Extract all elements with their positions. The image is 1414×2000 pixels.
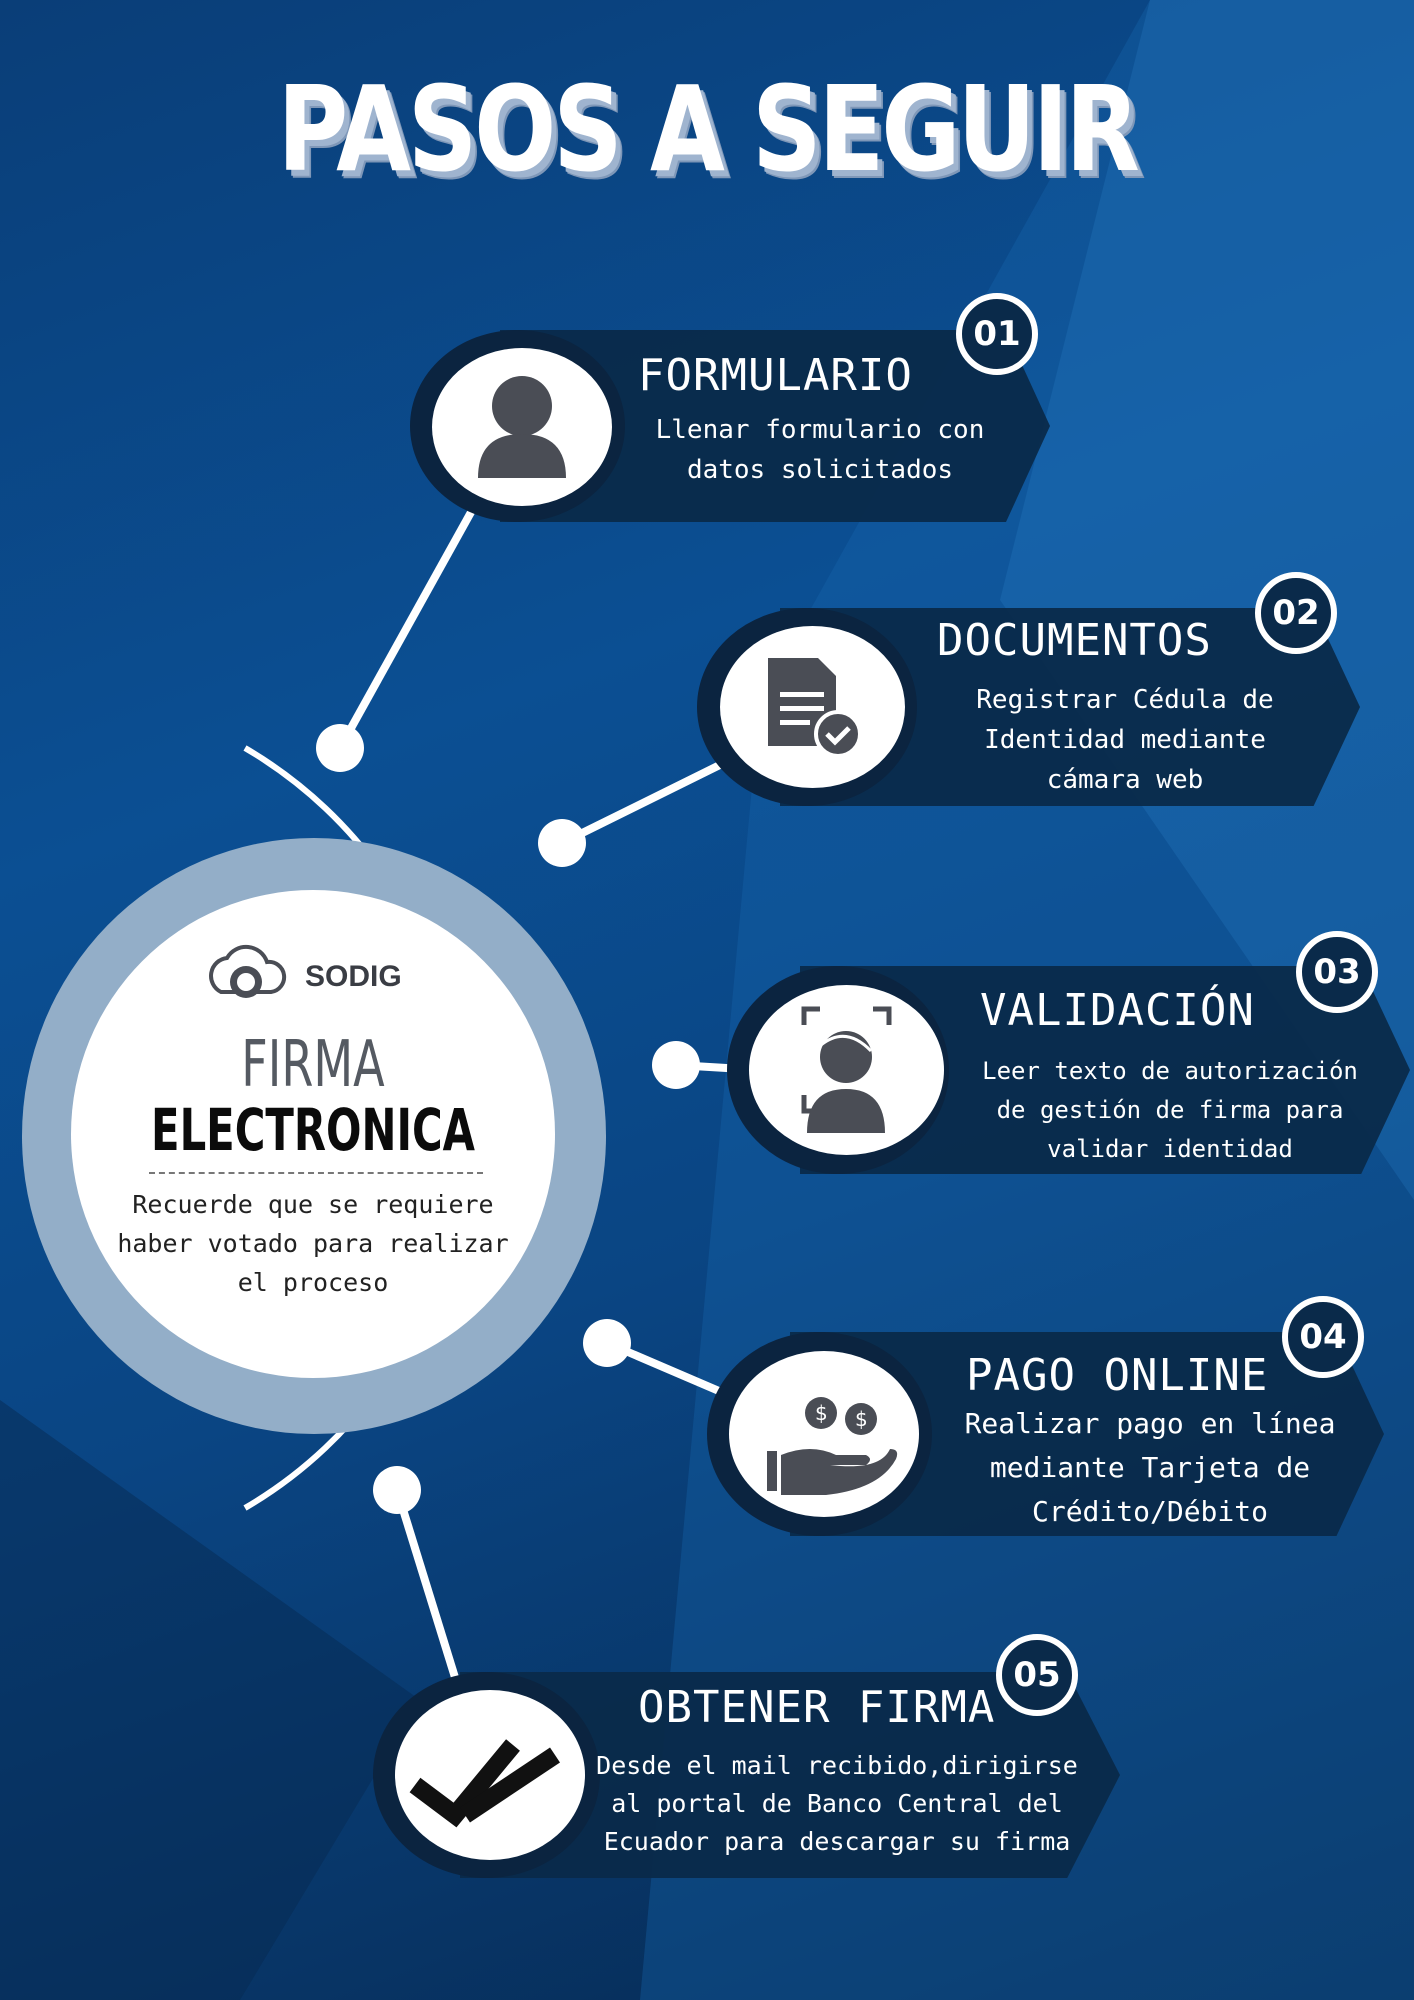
hub-center: SODIG FIRMA ELECTRONICA Recuerde que se …: [71, 890, 555, 1378]
person-icon: [478, 376, 566, 478]
hub-divider: [149, 1172, 483, 1174]
step-5-description: Desde el mail recibido,dirigirse al port…: [596, 1751, 1078, 1856]
step-5-number: 05: [996, 1634, 1078, 1716]
document-check-icon: [768, 658, 862, 758]
step-2-description: Registrar Cédula de Identidad mediante c…: [976, 685, 1274, 795]
step-1-number: 01: [956, 293, 1038, 375]
step-2-title: DOCUMENTOS: [937, 615, 1212, 666]
step-2-number: 02: [1255, 572, 1337, 654]
step-3-number: 03: [1296, 931, 1378, 1013]
timeline-node-4: [583, 1319, 631, 1367]
step-3-icon-circle: [749, 985, 944, 1155]
timeline-node-1: [316, 724, 364, 772]
page-title: PASOS A SEGUIR: [277, 60, 1139, 198]
double-check-icon: [409, 1739, 560, 1828]
sodig-logo-icon: [209, 944, 287, 998]
step-2-icon-circle: [720, 626, 905, 788]
step-3-title: VALIDACIÓN: [980, 985, 1255, 1036]
step-1-title: FORMULARIO: [638, 350, 913, 401]
timeline-node-3: [652, 1041, 700, 1089]
step-5-icon-circle: [395, 1690, 585, 1860]
step-1-icon-circle: [432, 348, 612, 506]
hub-note: Recuerde que se requiere haber votado pa…: [117, 1190, 509, 1297]
timeline-node-5: [373, 1466, 421, 1514]
step-4-icon-circle: $ $: [729, 1351, 919, 1517]
step-4-description: Realizar pago en línea mediante Tarjeta …: [964, 1407, 1336, 1528]
step-1-description: Llenar formulario con datos solicitados: [655, 415, 985, 485]
step-4-number: 04: [1282, 1296, 1364, 1378]
face-scan-icon: [801, 1006, 892, 1133]
timeline-node-2: [538, 819, 586, 867]
hand-money-icon: $ $: [767, 1397, 898, 1495]
svg-text:$: $: [855, 1407, 868, 1431]
logo-text: SODIG: [305, 960, 402, 993]
step-3-description: Leer texto de autorización de gestión de…: [982, 1057, 1358, 1163]
hub-title-line1: FIRMA: [241, 1028, 385, 1102]
step-5-title: OBTENER FIRMA: [638, 1682, 996, 1733]
step-4-title: PAGO ONLINE: [966, 1350, 1269, 1401]
hub-title-line2: ELECTRONICA: [151, 1096, 475, 1164]
svg-text:$: $: [815, 1401, 828, 1425]
